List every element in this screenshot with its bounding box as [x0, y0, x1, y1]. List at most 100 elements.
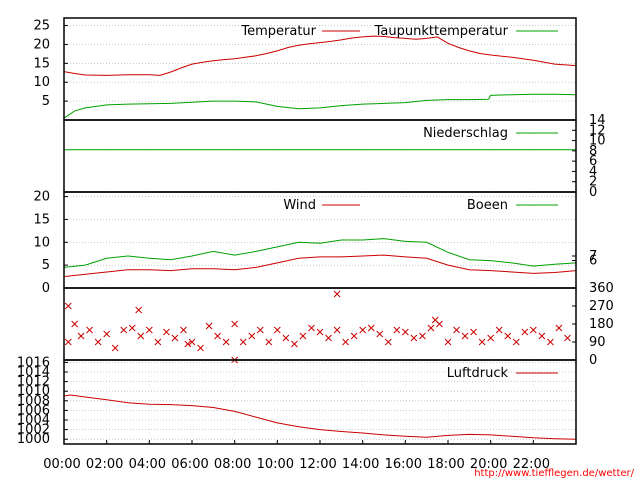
- wind-direction-point: [94, 338, 102, 346]
- wind-direction-point: [291, 340, 298, 348]
- wind-direction-point: [325, 334, 332, 342]
- wind-direction-point: [163, 328, 170, 336]
- wind-direction-point: [367, 324, 375, 332]
- wind-direction-point: [180, 326, 187, 334]
- wind-direction-point: [205, 322, 213, 330]
- wind-direction-point: [282, 334, 290, 342]
- temperature-ytick-label-left: 5: [42, 94, 50, 109]
- wind-ytick-label-left: 0: [42, 281, 50, 296]
- wind-ytick-label-left: 5: [42, 258, 50, 273]
- x-tick-label: 22:00: [513, 457, 550, 472]
- pressure-series-luftdruck: [63, 394, 577, 440]
- wind-direction-point: [555, 324, 563, 332]
- pressure-ytick-label-left: 1002: [17, 423, 50, 438]
- wind-direction-point: [214, 332, 221, 340]
- wind-direction-point: [248, 332, 256, 340]
- x-axis: 00:00 02:00 04:00 06:00 08:00 10:00 12:00 14:00…: [43, 440, 550, 472]
- precipitation-ytick-label-right: 14: [589, 113, 606, 128]
- temperature-ytick-label-left: 25: [33, 19, 50, 34]
- wind-ytick-label-left: 15: [33, 212, 50, 227]
- x-tick-label: 00:00: [43, 457, 80, 472]
- temperature-legend-label: Taupunkttemperatur: [374, 24, 509, 39]
- wind-direction-point: [419, 332, 426, 340]
- wind-direction-point: [529, 326, 537, 334]
- x-tick-label: 18:00: [427, 457, 464, 472]
- wind-ytick-label-left: 10: [33, 235, 50, 250]
- wind-direction-point: [222, 338, 230, 346]
- wind-ytick-label-right: 7: [589, 249, 597, 264]
- pressure-ytick-label-left: 1008: [17, 394, 50, 409]
- precipitation-ytick-label-right: 12: [589, 123, 606, 138]
- wind-direction-point: [478, 338, 486, 346]
- wind-direction-point: [64, 338, 72, 346]
- wind-direction-point: [487, 334, 495, 342]
- precipitation-ytick-label-right: 0: [589, 185, 597, 200]
- pressure-legend-label: Luftdruck: [447, 366, 509, 381]
- wind-direction-ytick-label-right: 180: [589, 317, 614, 332]
- wind-direction-point: [308, 324, 315, 332]
- x-tick-label: 04:00: [129, 457, 166, 472]
- wind-direction-point: [359, 326, 367, 334]
- wind-series-wind: [63, 254, 577, 278]
- wind-direction-point: [393, 326, 401, 334]
- pressure-ytick-label-left: 1000: [17, 432, 50, 447]
- wind-direction-ytick-label-right: 90: [589, 335, 606, 350]
- wind-legend-label: Wind: [283, 198, 316, 213]
- wind-series-boeen: [63, 238, 577, 268]
- wind-direction-point: [184, 340, 192, 348]
- wind-direction-point: [265, 338, 273, 346]
- wind-direction-point: [461, 332, 469, 340]
- wind-direction-ytick-label-right: 0: [589, 353, 597, 368]
- wind-direction-ytick-label-right: 360: [589, 281, 614, 296]
- wind-direction-point: [256, 326, 264, 334]
- wind-direction-point: [512, 338, 520, 346]
- wind-direction-point: [316, 328, 324, 336]
- wind-direction-point: [120, 326, 128, 334]
- wind-direction-point: [86, 326, 93, 334]
- wind-legend-label: Boeen: [467, 198, 508, 213]
- wind-direction-point: [495, 326, 503, 334]
- wind-direction-point: [333, 290, 341, 298]
- precipitation-ytick-label-right: 8: [589, 144, 597, 159]
- precipitation-ytick-label-right: 6: [589, 154, 597, 169]
- wind-direction-panel: 0 90 180 270 360: [63, 281, 614, 368]
- wind-direction-point: [145, 326, 153, 334]
- x-tick-label: 12:00: [299, 457, 336, 472]
- pressure-ytick-label-left: 1014: [17, 365, 50, 380]
- temperature-series-taupunkttemperatur: [63, 93, 577, 119]
- wind-direction-point: [111, 344, 119, 352]
- pressure-ytick-label-left: 1004: [17, 413, 50, 428]
- wind-direction-point: [197, 344, 204, 352]
- precipitation-ytick-label-right: 4: [589, 164, 597, 179]
- wind-direction-point: [521, 328, 529, 336]
- wind-direction-point: [239, 338, 247, 346]
- x-tick-label: 06:00: [171, 457, 208, 472]
- wind-direction-point: [188, 338, 196, 346]
- wind-direction-point: [401, 328, 409, 336]
- credit-link[interactable]: http://www.tiefflegen.de/wetter/: [474, 468, 634, 479]
- wind-direction-point: [547, 338, 554, 346]
- wind-direction-point: [376, 330, 384, 338]
- pressure-ytick-label-left: 1010: [17, 384, 50, 399]
- wind-direction-point: [333, 326, 341, 334]
- x-tick-label: 02:00: [86, 457, 123, 472]
- precipitation-ytick-label-right: 10: [589, 134, 606, 149]
- wind-direction-point: [504, 332, 512, 340]
- wind-direction-point: [342, 338, 349, 346]
- precipitation-legend-label: Niederschlag: [423, 126, 508, 141]
- wind-direction-point: [350, 332, 358, 340]
- wind-panel: 0 5 10 15 20 67 Wind Boeen: [33, 190, 597, 296]
- x-tick-label: 20:00: [470, 457, 507, 472]
- precipitation-ytick-label-right: 2: [589, 175, 597, 190]
- wind-direction-point: [231, 320, 239, 328]
- temperature-series-temperatur: [63, 35, 577, 76]
- x-tick-label: 16:00: [385, 457, 422, 472]
- pressure-ytick-label-left: 1006: [17, 403, 50, 418]
- wind-direction-point: [171, 334, 179, 342]
- wind-direction-point: [538, 332, 546, 340]
- wind-direction-point: [384, 338, 392, 346]
- wind-direction-point: [154, 338, 162, 346]
